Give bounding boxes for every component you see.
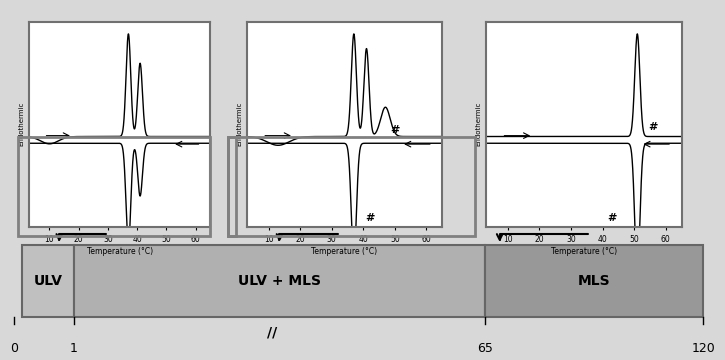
FancyBboxPatch shape [485,245,703,317]
Text: #: # [365,213,374,223]
Text: 120: 120 [692,342,715,355]
Y-axis label: Endothermic: Endothermic [19,102,25,147]
Text: #: # [390,125,399,135]
FancyBboxPatch shape [74,245,485,317]
Text: ULV: ULV [33,274,62,288]
Text: 0: 0 [10,342,19,355]
Text: #: # [648,122,658,132]
Text: MLS: MLS [578,274,610,288]
Y-axis label: Endothermic: Endothermic [236,102,242,147]
X-axis label: Temperature (°C): Temperature (°C) [86,247,153,256]
X-axis label: Temperature (°C): Temperature (°C) [550,247,617,256]
X-axis label: Temperature (°C): Temperature (°C) [311,247,378,256]
Text: ULV + MLS: ULV + MLS [238,274,321,288]
Text: 65: 65 [477,342,493,355]
Text: #: # [608,213,617,223]
Text: //: // [267,326,278,340]
FancyBboxPatch shape [22,245,74,317]
Y-axis label: Endothermic: Endothermic [476,102,481,147]
Text: 1: 1 [70,342,78,355]
